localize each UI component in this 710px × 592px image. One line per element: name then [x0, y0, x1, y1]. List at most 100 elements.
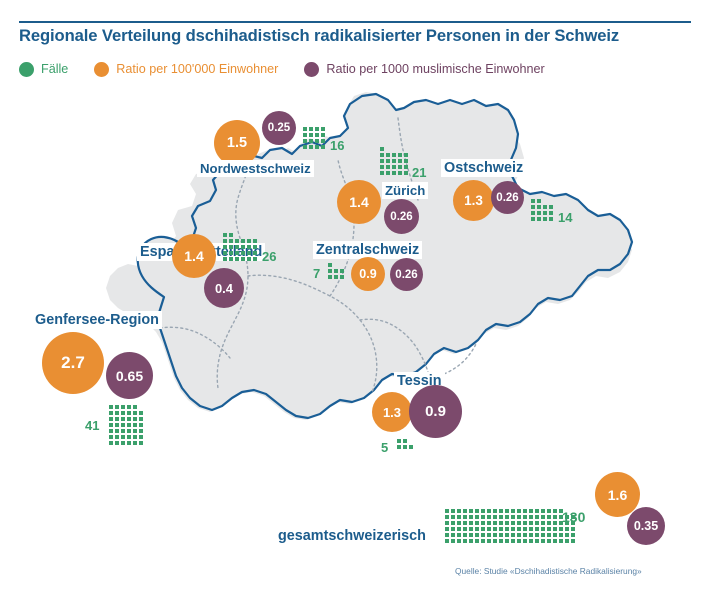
dot [139, 417, 143, 421]
dot [247, 257, 251, 261]
bubble-ratio-muslim-tessin: 0.9 [409, 385, 462, 438]
dot [139, 441, 143, 445]
dot [565, 533, 569, 537]
dot [547, 527, 551, 531]
legend-item-ratio-muslim: Ratio per 1000 muslimische Einwohner [304, 61, 545, 77]
dot [121, 435, 125, 439]
dot [315, 127, 319, 131]
count-label-zentralschweiz: 7 [313, 266, 321, 281]
dotgrid-ostschweiz [530, 198, 554, 222]
dot [451, 509, 455, 513]
dot [481, 509, 485, 513]
dot [235, 245, 239, 249]
dotgrid-tessin [396, 438, 414, 450]
dot [334, 275, 338, 279]
dot [493, 521, 497, 525]
dot [229, 257, 233, 261]
dot [328, 275, 332, 279]
dot [127, 417, 131, 421]
dot [121, 429, 125, 433]
dot [487, 539, 491, 543]
legend-item-ratio-100k: Ratio per 100'000 Einwohner [94, 61, 279, 77]
dot [115, 417, 119, 421]
dot [529, 515, 533, 519]
dot [565, 521, 569, 525]
dot [499, 521, 503, 525]
dot [511, 515, 515, 519]
dot [475, 521, 479, 525]
dot [511, 509, 515, 513]
dot [241, 251, 245, 255]
region-label-genfersee-region: Genfersee-Region [32, 311, 162, 329]
dot [386, 159, 390, 163]
dot [386, 165, 390, 169]
dot [340, 269, 344, 273]
dot [537, 199, 541, 203]
dot [392, 153, 396, 157]
dot [547, 509, 551, 513]
dot [523, 539, 527, 543]
dot [253, 257, 257, 261]
dot [109, 411, 113, 415]
dot [133, 417, 137, 421]
dot [121, 441, 125, 445]
dot [559, 521, 563, 525]
dot [553, 509, 557, 513]
header-divider [19, 21, 691, 23]
dot [380, 165, 384, 169]
dot [451, 527, 455, 531]
dot [481, 539, 485, 543]
dot [223, 233, 227, 237]
dot [523, 521, 527, 525]
dot [499, 539, 503, 543]
dot [235, 239, 239, 243]
dot [303, 145, 307, 149]
bubble-ratio-muslim-espace-mittelland: 0.4 [204, 268, 244, 308]
dot [547, 515, 551, 519]
dot [523, 509, 527, 513]
dot [235, 251, 239, 255]
dot [115, 405, 119, 409]
legend-label-ratio-100k: Ratio per 100'000 Einwohner [116, 62, 279, 76]
dot [547, 521, 551, 525]
dot [445, 515, 449, 519]
dot [457, 533, 461, 537]
dot [404, 165, 408, 169]
dot [133, 435, 137, 439]
dot [487, 509, 491, 513]
dot [121, 411, 125, 415]
dot [523, 515, 527, 519]
bubble-ratio-muslim-zentralschweiz: 0.26 [390, 258, 423, 291]
dot [469, 539, 473, 543]
dot [133, 441, 137, 445]
dot [487, 533, 491, 537]
dot [380, 171, 384, 175]
dot [398, 165, 402, 169]
dot [127, 411, 131, 415]
dot [115, 411, 119, 415]
dot [517, 521, 521, 525]
dot [469, 509, 473, 513]
dot [559, 509, 563, 513]
dot [139, 411, 143, 415]
dot [133, 429, 137, 433]
dot [531, 217, 535, 221]
legend: Fälle Ratio per 100'000 Einwohner Ratio … [19, 58, 571, 80]
dot [463, 515, 467, 519]
dot [549, 211, 553, 215]
dot [121, 417, 125, 421]
dot [549, 217, 553, 221]
dot [553, 515, 557, 519]
dot [235, 257, 239, 261]
dot [463, 533, 467, 537]
dot [535, 527, 539, 531]
dot [559, 527, 563, 531]
region-label-zentralschweiz: Zentralschweiz [313, 241, 423, 259]
dot [229, 239, 233, 243]
dot [386, 153, 390, 157]
dot [553, 539, 557, 543]
dot [487, 515, 491, 519]
dot [121, 423, 125, 427]
dot [109, 429, 113, 433]
dot [303, 127, 307, 131]
